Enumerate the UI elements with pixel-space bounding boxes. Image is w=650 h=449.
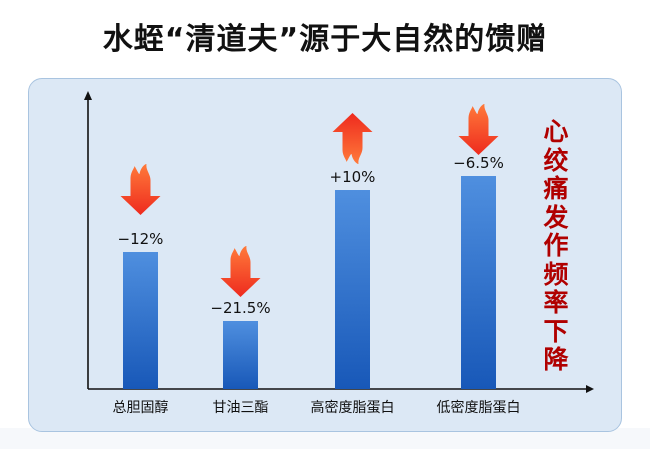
y-axis-arrow xyxy=(84,91,92,100)
page-title: 水蛭“清道夫”源于大自然的馈赠 xyxy=(102,22,548,57)
x-axis-arrow xyxy=(586,385,594,393)
bar xyxy=(461,176,496,389)
value-label: −12% xyxy=(117,230,164,248)
flame-arrow-down-icon xyxy=(220,246,261,297)
bar xyxy=(123,252,158,389)
category-label: 高密度脂蛋白 xyxy=(310,400,395,416)
flame-arrow-down-icon xyxy=(458,104,499,155)
value-label: −6.5% xyxy=(453,154,504,172)
side-label: 心绞痛发作频率下降 xyxy=(543,117,569,374)
flame-arrow-up-icon xyxy=(332,113,373,164)
bar xyxy=(335,190,370,389)
bar xyxy=(223,321,258,389)
category-label: 总胆固醇 xyxy=(112,400,169,416)
flame-arrow-down-icon xyxy=(120,164,161,215)
value-label: −21.5% xyxy=(210,299,271,317)
value-label: +10% xyxy=(329,168,376,186)
category-label: 甘油三酯 xyxy=(212,400,269,416)
bottom-band xyxy=(0,428,650,449)
category-label: 低密度脂蛋白 xyxy=(436,400,521,416)
